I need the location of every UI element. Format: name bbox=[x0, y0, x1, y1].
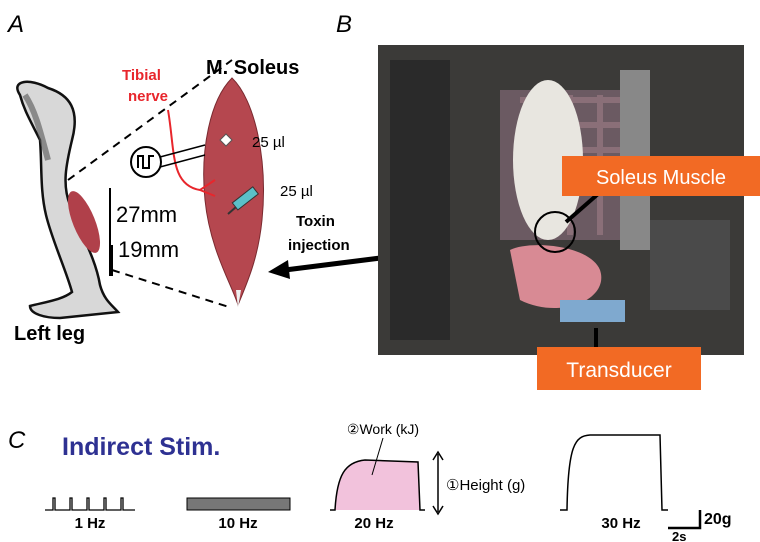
scale-bar bbox=[668, 510, 700, 528]
trace-10hz bbox=[187, 498, 290, 510]
work-label: ②Work (kJ) bbox=[347, 421, 419, 437]
stimulator bbox=[131, 147, 161, 177]
frequency-label: 10 Hz bbox=[218, 515, 257, 532]
electrode bbox=[160, 155, 205, 167]
muscle-title: M. Soleus bbox=[206, 57, 299, 79]
dose-label: 25 µl bbox=[252, 134, 285, 151]
frequency-label: 1 Hz bbox=[75, 515, 106, 532]
length-label: 27mm bbox=[116, 202, 177, 227]
height-label: ①Height (g) bbox=[446, 477, 525, 494]
dose-label: 25 µl bbox=[280, 183, 313, 200]
length-label: 19mm bbox=[118, 237, 179, 262]
panel-label: A bbox=[6, 11, 24, 38]
panel-label: C bbox=[8, 427, 26, 454]
arrow-head bbox=[268, 260, 290, 279]
stim-title: Indirect Stim. bbox=[62, 433, 220, 461]
leg-label: Left leg bbox=[14, 323, 85, 345]
panel-label: B bbox=[336, 11, 352, 38]
scale-label: 2s bbox=[672, 529, 686, 542]
trace-20hz bbox=[330, 460, 425, 510]
nerve-label: Tibial bbox=[122, 67, 161, 84]
photo bbox=[378, 45, 744, 355]
leg-drawing bbox=[17, 82, 118, 318]
frequency-label: 30 Hz bbox=[601, 515, 640, 532]
injection-label: injection bbox=[288, 237, 350, 254]
trace-1hz bbox=[45, 498, 135, 510]
figure: A B C 27mm 19mm Left leg M. Soleus Tibia… bbox=[0, 0, 760, 542]
callout-label: Soleus Muscle bbox=[596, 167, 726, 189]
frequency-label: 20 Hz bbox=[354, 515, 393, 532]
zoom-line bbox=[112, 270, 232, 308]
electrode bbox=[160, 145, 205, 157]
callout-label: Transducer bbox=[566, 359, 671, 382]
scale-label: 20g bbox=[704, 511, 732, 528]
nerve-label: nerve bbox=[128, 88, 168, 105]
injection-label: Toxin bbox=[296, 213, 335, 230]
trace-30hz bbox=[560, 435, 668, 510]
